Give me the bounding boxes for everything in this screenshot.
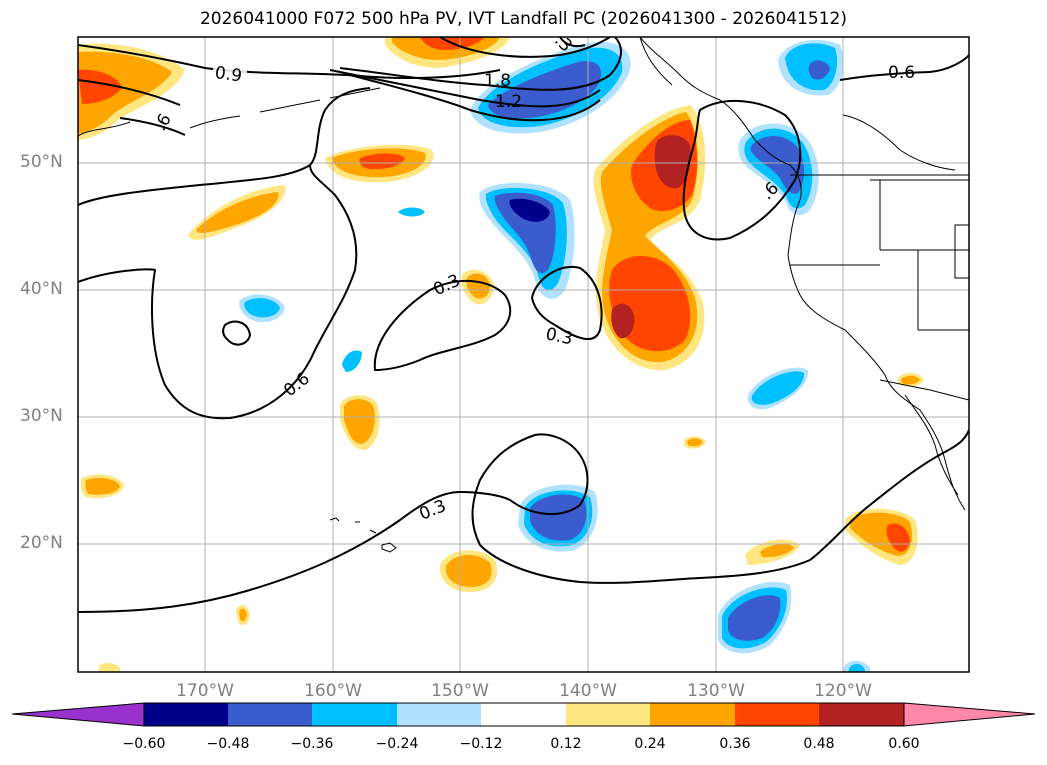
colorbar-tick: −0.36 [290, 736, 334, 752]
contour-label: 0.9 [214, 63, 244, 87]
contour-label: 0.6 [888, 63, 915, 83]
colorbar-segment [312, 703, 397, 726]
lat-label: 40°N [20, 279, 63, 299]
colorbar-extend-low [11, 702, 145, 727]
contour-label: 0.3 [544, 324, 575, 349]
plot-title: 2026041000 F072 500 hPa PV, IVT Landfall… [199, 9, 847, 29]
contour-label-group: 0.9 .6 1.8 1.2 .3 0.6 0.3 0.3 0.6 0.3 .6 [150, 31, 915, 525]
coastlines [78, 37, 969, 553]
contour-label: 0.6 [280, 369, 314, 401]
lon-label: 170°W [176, 681, 234, 701]
colorbar-segment [735, 703, 819, 726]
colorbar-tick: 0.60 [888, 736, 920, 752]
colorbar-tick: 0.24 [634, 736, 666, 752]
colorbar-segment [397, 703, 481, 726]
lon-label: 150°W [431, 681, 489, 701]
colorbar-segment [481, 703, 566, 726]
contour-label: 0.3 [430, 271, 463, 301]
colorbar-segment [819, 703, 904, 726]
colorbar-tick: 0.12 [550, 736, 582, 752]
colorbar-segment [228, 703, 312, 726]
lat-label: 30°N [20, 406, 63, 426]
contour-label: 1.2 [495, 92, 522, 112]
contour-label: .6 [150, 111, 175, 135]
lon-label: 130°W [687, 681, 745, 701]
colorbar-tick: −0.48 [206, 736, 250, 752]
lat-label: 20°N [20, 533, 63, 553]
lon-label: 160°W [304, 681, 362, 701]
gridlines [78, 37, 969, 672]
colorbar-segment [144, 703, 228, 726]
contour-label: 0.3 [416, 496, 449, 525]
pv-shading [78, 37, 924, 672]
contour-label: 1.8 [484, 71, 511, 91]
colorbar-tick: 0.48 [803, 736, 835, 752]
colorbar-segment [650, 703, 735, 726]
map-frame [77, 36, 970, 673]
shade-neg-small2 [398, 207, 425, 217]
lon-label: 120°W [814, 681, 872, 701]
colorbar-tick: −0.12 [459, 736, 503, 752]
colorbar-tick: −0.60 [122, 736, 166, 752]
colorbar [11, 702, 1036, 727]
colorbar-tick: −0.24 [375, 736, 419, 752]
colorbar-extend-high [903, 702, 1036, 727]
ivt-contours [78, 37, 969, 613]
map-plot-area [78, 37, 969, 672]
lon-label: 140°W [559, 681, 617, 701]
colorbar-segment [566, 703, 650, 726]
shade-neg-small3 [342, 350, 362, 372]
lat-label: 50°N [20, 152, 63, 172]
colorbar-tick: 0.36 [719, 736, 751, 752]
